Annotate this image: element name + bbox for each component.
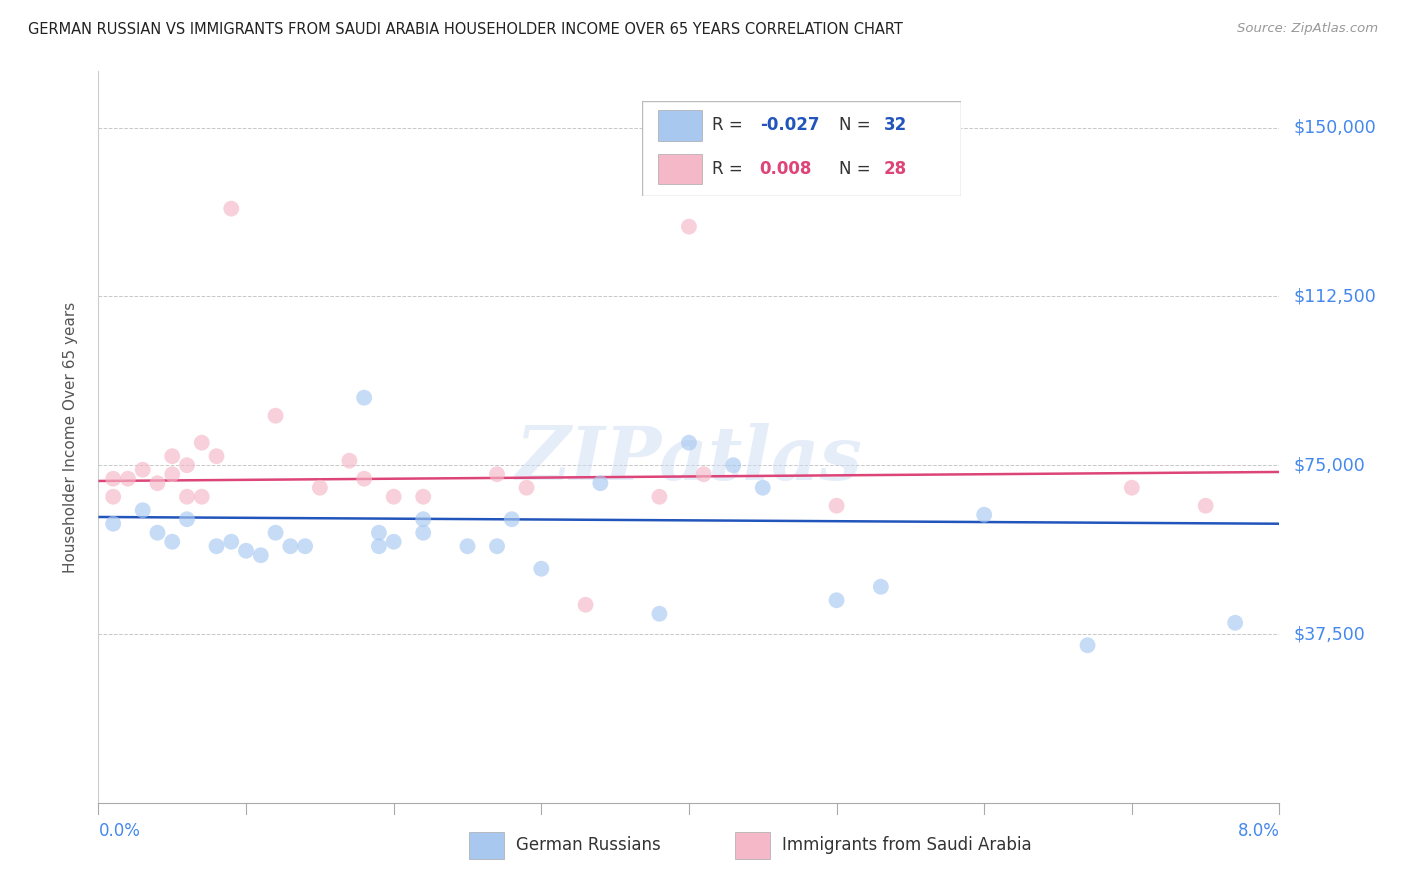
Text: 28: 28 [884, 160, 907, 178]
Point [235, 543, 257, 558]
Point [162, 467, 183, 482]
Point [219, 534, 242, 549]
Point [648, 490, 671, 504]
Text: 0.008: 0.008 [759, 160, 813, 178]
Text: Immigrants from Saudi Arabia: Immigrants from Saudi Arabia [782, 836, 1032, 855]
Point [485, 539, 508, 553]
Point [693, 467, 716, 482]
Point [456, 539, 478, 553]
Point [515, 481, 537, 495]
Text: German Russians: German Russians [516, 836, 661, 855]
Point [530, 562, 553, 576]
Point [678, 219, 700, 234]
Point [973, 508, 995, 522]
Point [1077, 638, 1099, 652]
Point [132, 463, 155, 477]
Point [205, 449, 228, 463]
Point [103, 490, 124, 504]
Point [117, 472, 139, 486]
Point [678, 435, 700, 450]
Point [825, 593, 848, 607]
Point [162, 534, 183, 549]
Text: $75,000: $75,000 [1294, 456, 1365, 475]
Point [132, 503, 155, 517]
Point [176, 512, 198, 526]
Point [589, 476, 612, 491]
Point [294, 539, 316, 553]
Point [337, 453, 360, 467]
Point [1223, 615, 1246, 630]
Point [367, 539, 389, 553]
Point [648, 607, 671, 621]
Point [574, 598, 596, 612]
Y-axis label: Householder Income Over 65 years: Householder Income Over 65 years [63, 301, 77, 573]
Point [191, 490, 214, 504]
Text: 8.0%: 8.0% [1237, 822, 1279, 840]
Bar [658, 110, 702, 141]
Point [869, 580, 891, 594]
Text: $37,500: $37,500 [1294, 625, 1365, 643]
Text: R =: R = [711, 160, 748, 178]
Point [278, 539, 301, 553]
Text: GERMAN RUSSIAN VS IMMIGRANTS FROM SAUDI ARABIA HOUSEHOLDER INCOME OVER 65 YEARS : GERMAN RUSSIAN VS IMMIGRANTS FROM SAUDI … [28, 22, 903, 37]
Point [191, 435, 214, 450]
Bar [470, 832, 505, 859]
Point [412, 525, 434, 540]
Point [353, 472, 375, 486]
Text: 0.0%: 0.0% [98, 822, 141, 840]
Text: ZIPatlas: ZIPatlas [516, 423, 862, 495]
Point [367, 525, 389, 540]
Point [382, 534, 405, 549]
Point [721, 458, 744, 473]
Point [103, 516, 124, 531]
Point [412, 512, 434, 526]
Bar [735, 832, 770, 859]
Point [412, 490, 434, 504]
Point [264, 525, 287, 540]
Text: Source: ZipAtlas.com: Source: ZipAtlas.com [1237, 22, 1378, 36]
Point [103, 472, 124, 486]
Text: N =: N = [839, 160, 876, 178]
Point [1194, 499, 1216, 513]
Point [176, 490, 198, 504]
Point [353, 391, 375, 405]
Text: $112,500: $112,500 [1294, 287, 1376, 305]
Point [176, 458, 198, 473]
Text: R =: R = [711, 116, 748, 135]
Text: 32: 32 [884, 116, 907, 135]
Text: $150,000: $150,000 [1294, 119, 1376, 136]
Point [1121, 481, 1143, 495]
Point [485, 467, 508, 482]
Point [250, 548, 273, 562]
Bar [658, 153, 702, 185]
Point [162, 449, 183, 463]
Point [751, 481, 773, 495]
Point [825, 499, 848, 513]
Point [146, 476, 169, 491]
Point [146, 525, 169, 540]
Point [264, 409, 287, 423]
Text: -0.027: -0.027 [759, 116, 820, 135]
Point [308, 481, 332, 495]
Point [501, 512, 523, 526]
Text: N =: N = [839, 116, 876, 135]
Point [219, 202, 242, 216]
Point [205, 539, 228, 553]
Point [382, 490, 405, 504]
